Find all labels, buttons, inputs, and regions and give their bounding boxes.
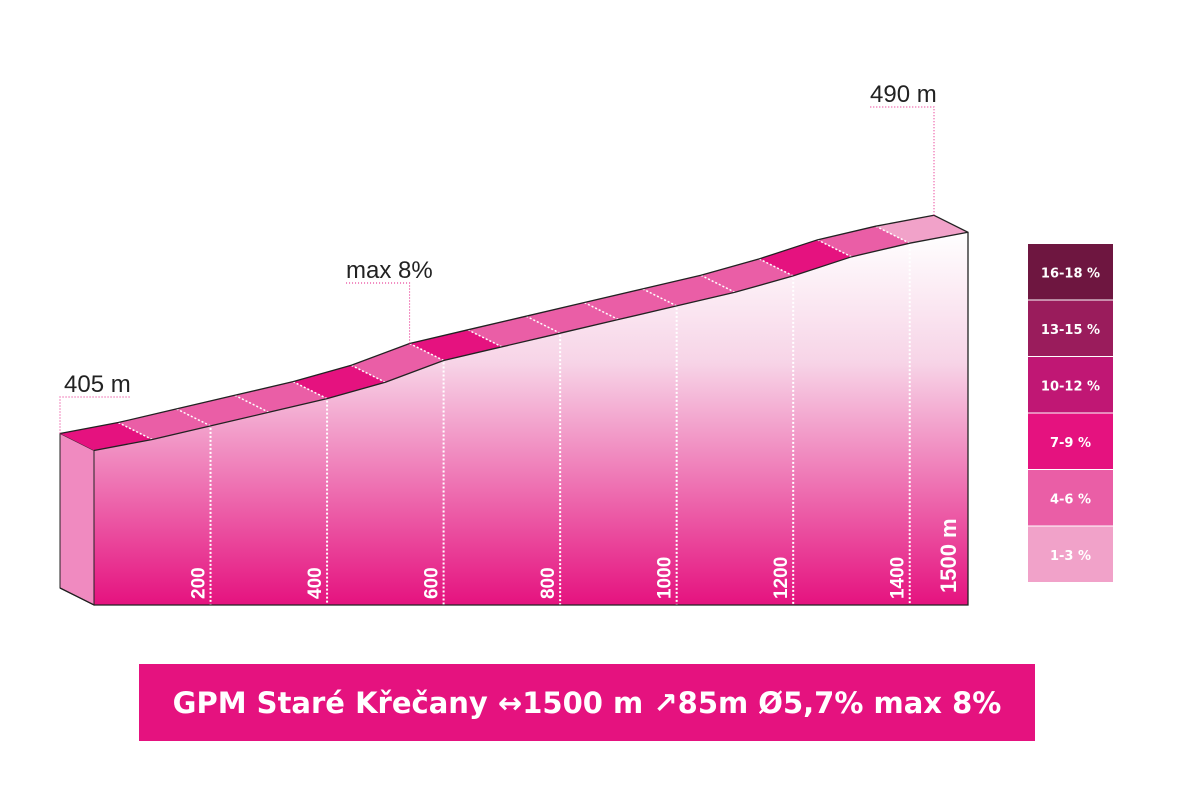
legend-label-2: 10-12 % (1041, 379, 1100, 394)
elevation-annotations: 405 m max 8% 490 m (59, 81, 937, 434)
tick-label-1200: 1200 (771, 557, 792, 599)
profile-base-edge (59, 214, 969, 606)
legend-label-1: 13-15 % (1041, 323, 1100, 338)
legend-label-5: 1-3 % (1050, 549, 1091, 564)
ribbon-segment-1 (118, 408, 211, 440)
ribbon-segment-7 (467, 316, 561, 347)
max-gradient-label: max 8% (346, 257, 433, 284)
gradient-ribbon (60, 215, 968, 451)
finish-elevation-label: 490 m (870, 81, 937, 108)
profile-body (59, 232, 968, 606)
ribbon-segment-3 (234, 381, 328, 413)
tick-label-1400: 1400 (888, 557, 909, 599)
legend-swatch-5 (1028, 526, 1113, 582)
ribbon-segment-11 (700, 258, 794, 293)
profile-front-edge (93, 231, 969, 452)
profile-front-face (94, 232, 968, 606)
legend-swatch-3 (1028, 413, 1113, 469)
summary-banner-background (139, 664, 1035, 741)
max-gradient-label-leader (346, 282, 411, 344)
tick-label-600: 600 (422, 567, 443, 599)
legend-label-0: 16-18 % (1041, 266, 1100, 281)
tick-label-400: 400 (305, 567, 326, 599)
legend-swatch-1 (1028, 300, 1113, 356)
distance-gridlines (209, 245, 911, 605)
ribbon-segment-12 (759, 239, 852, 276)
ribbon-segment-4 (293, 365, 386, 399)
finish-elevation-label-leader (870, 106, 935, 216)
tick-label-800: 800 (538, 567, 559, 599)
start-elevation-label: 405 m (64, 371, 131, 398)
tick-label-200: 200 (189, 567, 210, 599)
climb-summary-banner: GPM Staré Křečany ↔1500 m ↗85m Ø5,7% max… (139, 664, 1035, 741)
summary-text: GPM Staré Křečany ↔1500 m ↗85m Ø5,7% max… (173, 686, 1002, 720)
legend-swatch-2 (1028, 357, 1113, 413)
ribbon-segment-13 (817, 226, 910, 257)
ribbon-segment-2 (176, 395, 269, 426)
ribbon-segment-10 (642, 275, 735, 306)
ribbon-segment-9 (584, 288, 677, 320)
start-elevation-label-leader (59, 396, 130, 434)
legend-swatch-4 (1028, 470, 1113, 526)
profile-back-edge (59, 214, 935, 435)
legend-label-3: 7-9 % (1050, 436, 1091, 451)
distance-tick-labels: 200 400 600 800 1000 1200 1400 1500 m (189, 518, 961, 599)
gradient-legend: 16-18 % 13-15 % 10-12 % 7-9 % 4-6 % 1-3 % (1028, 244, 1113, 582)
ribbon-segment-6 (409, 329, 502, 361)
legend-label-4: 4-6 % (1050, 492, 1091, 507)
ribbon-segment-8 (526, 302, 619, 334)
ribbon-segment-5 (351, 343, 444, 383)
tick-label-1500: 1500 m (936, 518, 961, 593)
profile-outline (59, 214, 969, 606)
profile-side-face (59, 432, 95, 606)
tick-label-1000: 1000 (655, 557, 676, 599)
legend-swatch-0 (1028, 244, 1113, 300)
